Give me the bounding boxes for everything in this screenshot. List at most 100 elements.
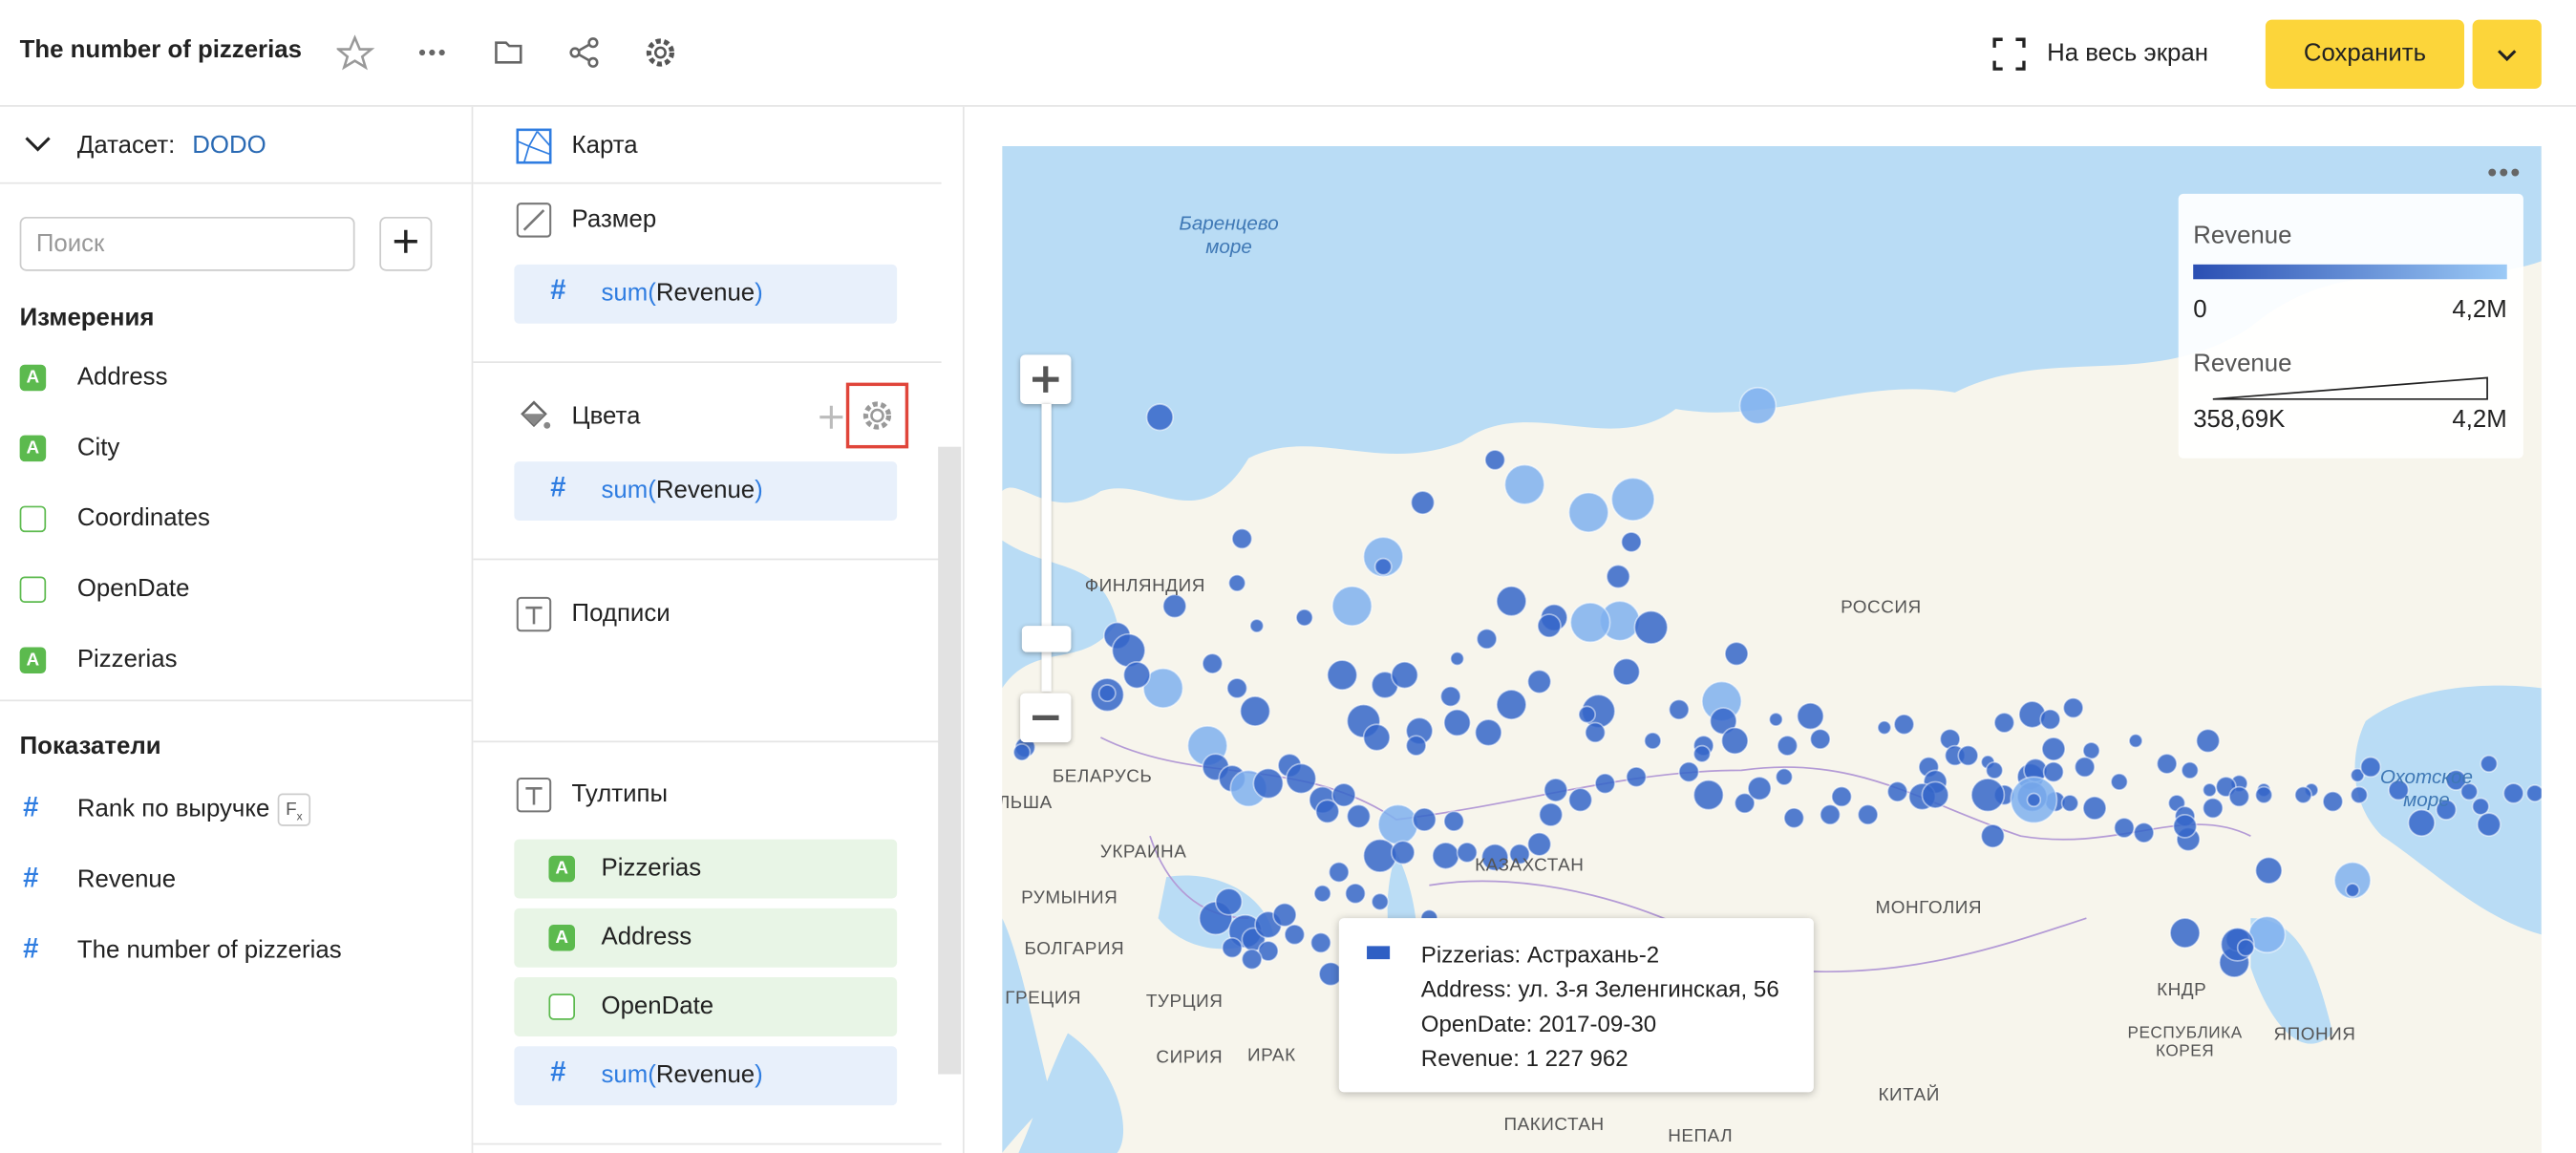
pizzeria-point[interactable]	[2388, 779, 2410, 801]
pizzeria-point[interactable]	[1142, 667, 1184, 709]
pizzeria-point[interactable]	[1993, 712, 2015, 734]
pizzeria-point[interactable]	[2345, 883, 2360, 898]
pizzeria-point[interactable]	[1122, 661, 1151, 690]
pizzeria-point[interactable]	[2026, 792, 2042, 808]
pizzeria-point[interactable]	[1227, 573, 1246, 592]
pizzeria-point[interactable]	[1362, 723, 1391, 752]
pizzeria-point[interactable]	[1633, 609, 1669, 645]
pizzeria-point[interactable]	[1313, 884, 1332, 903]
pizzeria-point[interactable]	[1569, 602, 1611, 644]
pizzeria-point[interactable]	[1692, 779, 1725, 811]
field-chip[interactable]: A Pizzerias	[514, 839, 898, 899]
pizzeria-point[interactable]	[1225, 677, 1248, 699]
pizzeria-point[interactable]	[1390, 661, 1419, 690]
pizzeria-point[interactable]	[1677, 760, 1700, 783]
pizzeria-point[interactable]	[1412, 807, 1437, 832]
pizzeria-point[interactable]	[1331, 585, 1373, 627]
pizzeria-point[interactable]	[1241, 948, 1263, 971]
pizzeria-point[interactable]	[1783, 807, 1805, 829]
zoom-in-button[interactable]	[1020, 354, 1072, 404]
field-chip[interactable]: A Address	[514, 907, 898, 968]
pizzeria-point[interactable]	[1449, 651, 1465, 667]
pizzeria-point[interactable]	[1284, 924, 1306, 946]
pizzeria-point[interactable]	[1239, 695, 1271, 727]
pizzeria-point[interactable]	[1484, 449, 1506, 471]
pizzeria-point[interactable]	[2333, 861, 2372, 900]
pizzeria-point[interactable]	[2181, 760, 2200, 779]
dimension-item[interactable]: Address	[76, 362, 168, 392]
pizzeria-point[interactable]	[1503, 463, 1545, 505]
pizzeria-point[interactable]	[1346, 803, 1372, 829]
pizzeria-point[interactable]	[2459, 782, 2479, 801]
pizzeria-point[interactable]	[1390, 840, 1416, 865]
pizzeria-point[interactable]	[1526, 831, 1552, 857]
pizzeria-point[interactable]	[2236, 938, 2255, 957]
pizzeria-point[interactable]	[1344, 883, 1367, 905]
pizzeria-point[interactable]	[1643, 731, 1662, 750]
toolbar-icons[interactable]	[336, 32, 698, 75]
pizzeria-point[interactable]	[1362, 536, 1404, 578]
pizzeria-point[interactable]	[2172, 813, 2198, 839]
pizzeria-point[interactable]	[1371, 892, 1390, 911]
pizzeria-point[interactable]	[1309, 931, 1332, 954]
pizzeria-point[interactable]	[2407, 808, 2436, 838]
pizzeria-point[interactable]	[2156, 753, 2178, 775]
pizzeria-point[interactable]	[1819, 803, 1842, 825]
pizzeria-point[interactable]	[2113, 817, 2136, 839]
pizzeria-point[interactable]	[2039, 708, 2061, 731]
pizzeria-point[interactable]	[1857, 803, 1879, 825]
pizzeria-point[interactable]	[1285, 762, 1317, 795]
pizzeria-point[interactable]	[1877, 719, 1892, 736]
pizzeria-point[interactable]	[1578, 705, 1596, 724]
pizzeria-point[interactable]	[1980, 823, 2006, 849]
pizzeria-point[interactable]	[2254, 785, 2273, 804]
pizzeria-point[interactable]	[1214, 887, 1244, 916]
pizzeria-point[interactable]	[1496, 689, 1527, 720]
pizzeria-point[interactable]	[1249, 618, 1265, 633]
pizzeria-point[interactable]	[1893, 714, 1915, 736]
pizzeria-point[interactable]	[1606, 564, 1631, 589]
pizzeria-point[interactable]	[2293, 785, 2312, 804]
zoom-handle[interactable]	[1021, 626, 1072, 652]
pizzeria-point[interactable]	[1668, 698, 1691, 720]
pizzeria-point[interactable]	[1272, 902, 1297, 928]
pizzeria-point[interactable]	[1796, 702, 1825, 731]
pizzeria-point[interactable]	[1456, 842, 1479, 864]
zoom-slider[interactable]	[1041, 403, 1052, 692]
chart-type[interactable]: Карта	[571, 131, 638, 160]
pizzeria-point[interactable]	[1610, 477, 1655, 522]
pizzeria-point[interactable]	[2445, 769, 2467, 791]
pizzeria-point[interactable]	[2169, 917, 2201, 949]
pizzeria-point[interactable]	[2525, 784, 2542, 802]
pizzeria-point[interactable]	[1720, 726, 1749, 756]
pizzeria-point[interactable]	[1145, 403, 1174, 432]
add-field-button[interactable]	[379, 216, 433, 271]
measure-item[interactable]: The number of pizzerias	[76, 936, 342, 965]
pizzeria-point[interactable]	[1830, 785, 1853, 808]
pizzeria-point[interactable]	[1957, 744, 1979, 767]
dimension-item[interactable]: Coordinates	[76, 503, 210, 533]
pizzeria-point[interactable]	[1620, 531, 1643, 553]
pizzeria-point[interactable]	[2471, 797, 2490, 816]
pizzeria-point[interactable]	[2074, 756, 2096, 779]
save-dropdown[interactable]	[2472, 19, 2542, 89]
map-menu[interactable]	[2485, 166, 2524, 180]
pizzeria-point[interactable]	[1443, 810, 1465, 832]
pizzeria-point[interactable]	[1443, 708, 1472, 737]
pizzeria-point[interactable]	[2110, 772, 2129, 791]
pizzeria-point[interactable]	[2128, 733, 2143, 749]
pizzeria-point[interactable]	[1970, 778, 2006, 813]
save-button[interactable]: Сохранить	[2265, 19, 2464, 89]
pizzeria-point[interactable]	[1625, 766, 1648, 788]
dimension-item[interactable]: Pizzerias	[76, 645, 178, 673]
pizzeria-point[interactable]	[1567, 787, 1593, 813]
pizzeria-point[interactable]	[1777, 735, 1799, 757]
pizzeria-point[interactable]	[1161, 593, 1187, 619]
fullscreen-button[interactable]: На весь экран	[2047, 39, 2208, 68]
pizzeria-point[interactable]	[2359, 756, 2382, 779]
pizzeria-point[interactable]	[1231, 527, 1253, 550]
pizzeria-point[interactable]	[2082, 741, 2101, 760]
pizzeria-point[interactable]	[1526, 669, 1552, 694]
field-chip[interactable]: # sum(Revenue)	[514, 461, 898, 522]
measure-item[interactable]: Revenue	[76, 865, 177, 894]
